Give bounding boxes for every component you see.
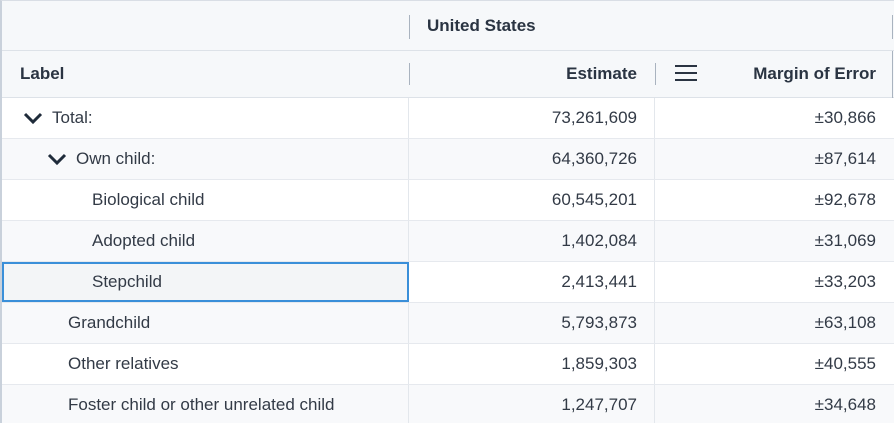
- moe-cell[interactable]: ±63,108: [814, 313, 876, 332]
- moe-cell[interactable]: ±92,678: [814, 190, 876, 209]
- table-row: Foster child or other unrelated child 1,…: [2, 385, 894, 423]
- row-label: Other relatives: [68, 354, 179, 373]
- moe-cell[interactable]: ±31,069: [814, 231, 876, 250]
- row-label-cell[interactable]: Own child:: [2, 139, 409, 179]
- moe-cell[interactable]: ±33,203: [814, 272, 876, 291]
- moe-cell[interactable]: ±87,614: [814, 149, 876, 168]
- moe-cell[interactable]: ±34,648: [814, 395, 876, 414]
- row-label: Stepchild: [92, 272, 162, 291]
- table-row: Grandchild 5,793,873 ±63,108: [2, 303, 894, 344]
- table-row: Total: 73,261,609 ±30,866: [2, 98, 894, 139]
- estimate-cell[interactable]: 1,402,084: [409, 221, 655, 261]
- row-label-cell[interactable]: Total:: [2, 98, 409, 138]
- chevron-down-icon[interactable]: [46, 148, 68, 170]
- table-row: Biological child 60,545,201 ±92,678: [2, 180, 894, 221]
- row-label: Adopted child: [92, 231, 196, 250]
- geography-header: United States: [427, 15, 536, 35]
- row-label: Biological child: [92, 190, 205, 209]
- row-label-cell[interactable]: Adopted child: [2, 221, 409, 261]
- estimate-cell[interactable]: 2,413,441: [409, 262, 655, 302]
- column-separator: [892, 15, 893, 39]
- selected-row-label-cell[interactable]: Stepchild: [2, 262, 409, 302]
- column-separator: [409, 15, 410, 39]
- estimate-cell[interactable]: 1,247,707: [409, 385, 655, 423]
- row-label-cell[interactable]: Other relatives: [2, 344, 409, 384]
- label-column-header[interactable]: Label: [20, 64, 65, 83]
- table-row: Own child: 64,360,726 ±87,614: [2, 139, 894, 180]
- table-row: Other relatives 1,859,303 ±40,555: [2, 344, 894, 385]
- moe-cell[interactable]: ±30,866: [814, 108, 876, 127]
- estimate-column-header[interactable]: Estimate: [566, 64, 637, 83]
- column-resize-handle[interactable]: [655, 63, 656, 85]
- row-label-cell[interactable]: Grandchild: [2, 303, 409, 343]
- table-row: Stepchild 2,413,441 ±33,203: [2, 262, 894, 303]
- estimate-cell[interactable]: 64,360,726: [409, 139, 655, 179]
- estimate-cell[interactable]: 1,859,303: [409, 344, 655, 384]
- menu-icon[interactable]: [674, 63, 698, 83]
- column-separator: [892, 51, 893, 98]
- estimate-cell[interactable]: 73,261,609: [409, 98, 655, 138]
- chevron-down-icon[interactable]: [22, 107, 44, 129]
- row-label: Foster child or other unrelated child: [68, 395, 335, 414]
- row-label: Total:: [52, 108, 93, 127]
- row-label-cell[interactable]: Foster child or other unrelated child: [2, 385, 409, 423]
- moe-column-header[interactable]: Margin of Error: [753, 64, 876, 83]
- estimate-cell[interactable]: 60,545,201: [409, 180, 655, 220]
- moe-cell[interactable]: ±40,555: [814, 354, 876, 373]
- table-row: Adopted child 1,402,084 ±31,069: [2, 221, 894, 262]
- row-label: Grandchild: [68, 313, 151, 332]
- header-group-row: United States: [2, 1, 894, 51]
- column-header-row: Label Estimate Margin of Error: [2, 51, 894, 98]
- row-label: Own child:: [76, 149, 156, 168]
- column-resize-handle[interactable]: [409, 63, 410, 85]
- row-label-cell[interactable]: Biological child: [2, 180, 409, 220]
- estimate-cell[interactable]: 5,793,873: [409, 303, 655, 343]
